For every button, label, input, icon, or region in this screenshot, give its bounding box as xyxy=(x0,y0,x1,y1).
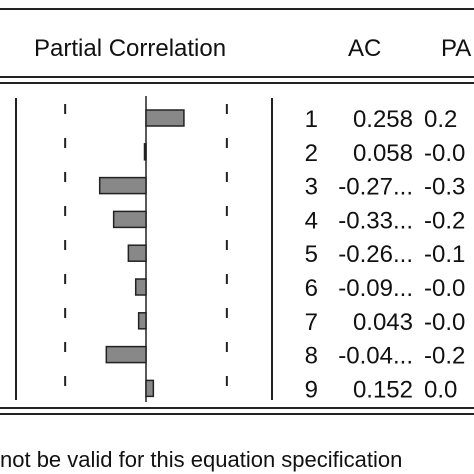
pac-value: 0.0 xyxy=(424,376,457,403)
pac-value: -0.0 xyxy=(424,309,465,336)
pac-value: -0.2 xyxy=(424,207,465,234)
header-rule-2 xyxy=(0,82,474,84)
pac-value: -0.2 xyxy=(424,343,465,370)
pac-bar-lag-1 xyxy=(145,109,185,127)
pac-bar-lag-8 xyxy=(105,345,147,364)
pac-bar-lag-3 xyxy=(98,176,147,195)
ac-value: -0.26... xyxy=(338,241,413,268)
partial-correlation-header: Partial Correlation xyxy=(34,35,227,62)
bottom-rule-1 xyxy=(0,407,474,409)
pac-column-header: PA xyxy=(441,35,472,62)
pac-bar-lag-4 xyxy=(112,210,147,229)
lag-label: 2 xyxy=(305,140,318,167)
pac-bar-lag-2 xyxy=(143,143,147,161)
pac-bar-lag-5 xyxy=(127,244,147,262)
lag-label: 6 xyxy=(305,275,318,302)
ac-value: -0.27... xyxy=(338,174,413,201)
ac-value: 0.043 xyxy=(353,309,413,336)
pac-bar-lag-9 xyxy=(145,379,155,398)
pac-value: 0.2 xyxy=(424,106,457,133)
header-rule-1 xyxy=(0,76,474,78)
ac-value: 0.058 xyxy=(353,140,413,167)
lag-label: 1 xyxy=(305,106,318,133)
bottom-rule-2 xyxy=(0,413,474,415)
pac-value: -0.0 xyxy=(424,275,465,302)
pac-bar-lag-6 xyxy=(134,278,147,296)
lag-label: 3 xyxy=(305,174,318,201)
ac-value: -0.04... xyxy=(338,343,413,370)
lag-label: 4 xyxy=(305,207,318,234)
ac-value: 0.258 xyxy=(353,106,413,133)
top-rule xyxy=(0,8,474,10)
pac-value: -0.3 xyxy=(424,174,465,201)
ac-value: -0.09... xyxy=(338,275,413,302)
ac-column-header: AC xyxy=(348,35,382,62)
lag-label: 5 xyxy=(305,241,318,268)
footnote-text: not be valid for this equation specifica… xyxy=(0,447,403,472)
lag-label: 8 xyxy=(305,343,318,370)
lag-label: 9 xyxy=(305,376,318,403)
pac-value: -0.1 xyxy=(424,241,465,268)
lag-label: 7 xyxy=(305,309,318,336)
ac-value: 0.152 xyxy=(353,376,413,403)
ac-value: -0.33... xyxy=(338,207,413,234)
pac-value: -0.0 xyxy=(424,140,465,167)
pac-bar-lag-7 xyxy=(137,312,147,330)
